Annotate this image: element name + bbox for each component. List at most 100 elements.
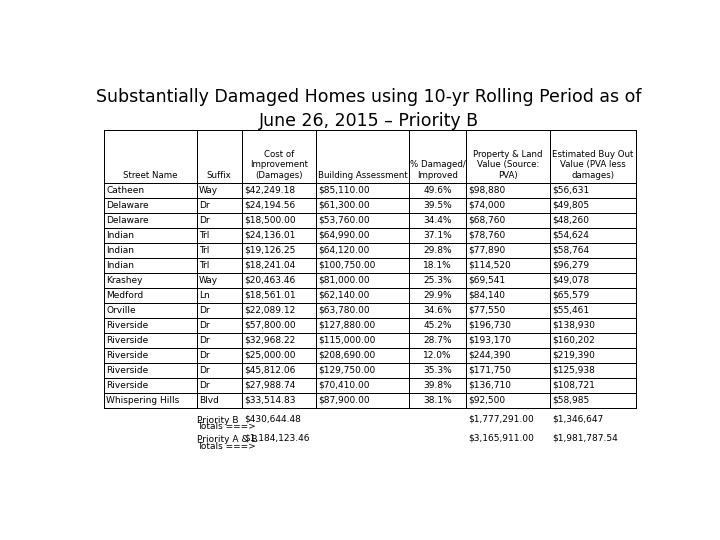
Bar [409,303,466,318]
Bar [104,318,636,333]
Text: $61,300.00: $61,300.00 [319,201,370,210]
Bar [316,258,409,273]
Text: $63,780.00: $63,780.00 [319,306,370,315]
Text: Riverside: Riverside [107,321,148,330]
Text: $193,170: $193,170 [468,336,511,345]
Text: $22,089.12: $22,089.12 [244,306,295,315]
Bar [316,333,409,348]
Text: $48,260: $48,260 [552,215,589,225]
Text: Priority B: Priority B [197,416,238,424]
Bar [316,198,409,213]
Text: Building Assessment: Building Assessment [318,171,408,179]
Text: Indian: Indian [107,261,134,269]
Text: $125,938: $125,938 [552,366,595,375]
Text: Whispering Hills: Whispering Hills [107,396,179,405]
Bar [104,348,197,363]
Text: 35.3%: 35.3% [423,366,452,375]
Bar [241,303,316,318]
Bar [104,303,636,318]
Bar [466,130,549,183]
Text: $77,890: $77,890 [468,246,505,255]
Bar [316,273,409,288]
Bar [197,318,241,333]
Bar [241,242,316,258]
Text: $18,241.04: $18,241.04 [244,261,295,269]
Text: Trl: Trl [199,246,210,255]
Bar [197,333,241,348]
Text: $62,140.00: $62,140.00 [319,291,370,300]
Bar [409,288,466,303]
Text: $20,463.46: $20,463.46 [244,276,295,285]
Bar [409,318,466,333]
Bar [409,393,466,408]
Text: $1,346,647: $1,346,647 [552,414,603,423]
Bar [104,318,197,333]
Text: Street Name: Street Name [123,171,178,179]
Text: $430,644.48: $430,644.48 [244,414,301,423]
Text: 49.6%: 49.6% [423,186,451,194]
Text: $127,880.00: $127,880.00 [319,321,376,330]
Bar [104,228,197,242]
Text: $74,000: $74,000 [468,201,505,210]
Text: $25,000.00: $25,000.00 [244,351,295,360]
Text: $92,500: $92,500 [468,396,505,405]
Bar [549,228,636,242]
Bar [466,228,549,242]
Bar [104,228,636,242]
Text: Dr: Dr [199,201,210,210]
Text: $57,800.00: $57,800.00 [244,321,295,330]
Bar [466,213,549,228]
Bar [104,198,197,213]
Text: $49,078: $49,078 [552,276,589,285]
Text: $32,968.22: $32,968.22 [244,336,295,345]
Bar [241,348,316,363]
Bar [549,393,636,408]
Bar [197,378,241,393]
Bar [104,363,636,378]
Text: 38.1%: 38.1% [423,396,452,405]
Text: $85,110.00: $85,110.00 [319,186,370,194]
Bar [549,130,636,183]
Bar [466,258,549,273]
Text: $70,410.00: $70,410.00 [319,381,370,390]
Bar [104,378,636,393]
Text: Riverside: Riverside [107,366,148,375]
Text: Dr: Dr [199,321,210,330]
Bar [197,198,241,213]
Bar [104,288,197,303]
Text: $87,900.00: $87,900.00 [319,396,370,405]
Bar [549,303,636,318]
Text: $53,760.00: $53,760.00 [319,215,370,225]
Text: $42,249.18: $42,249.18 [244,186,295,194]
Bar [104,288,636,303]
Bar [466,363,549,378]
Text: $1,184,123.46: $1,184,123.46 [244,434,310,442]
Bar [409,363,466,378]
Text: Estimated Buy Out
Value (PVA less
damages): Estimated Buy Out Value (PVA less damage… [552,150,634,179]
Text: $78,760: $78,760 [468,231,505,240]
Text: Dr: Dr [199,336,210,345]
Text: $115,000.00: $115,000.00 [319,336,376,345]
Bar [197,288,241,303]
Text: Totals ===>: Totals ===> [197,422,256,431]
Text: $81,000.00: $81,000.00 [319,276,370,285]
Bar [466,242,549,258]
Bar [316,318,409,333]
Text: $171,750: $171,750 [468,366,511,375]
Bar [466,273,549,288]
Text: 34.4%: 34.4% [423,215,451,225]
Text: $68,760: $68,760 [468,215,505,225]
Text: Krashey: Krashey [107,276,143,285]
Text: 34.6%: 34.6% [423,306,451,315]
Bar [241,318,316,333]
Bar [549,198,636,213]
Bar [466,348,549,363]
Bar [409,378,466,393]
Bar [104,130,197,183]
Text: Suffix: Suffix [207,171,232,179]
Bar [316,363,409,378]
Bar [241,273,316,288]
Bar [549,242,636,258]
Text: $219,390: $219,390 [552,351,595,360]
Text: Catheen: Catheen [107,186,145,194]
